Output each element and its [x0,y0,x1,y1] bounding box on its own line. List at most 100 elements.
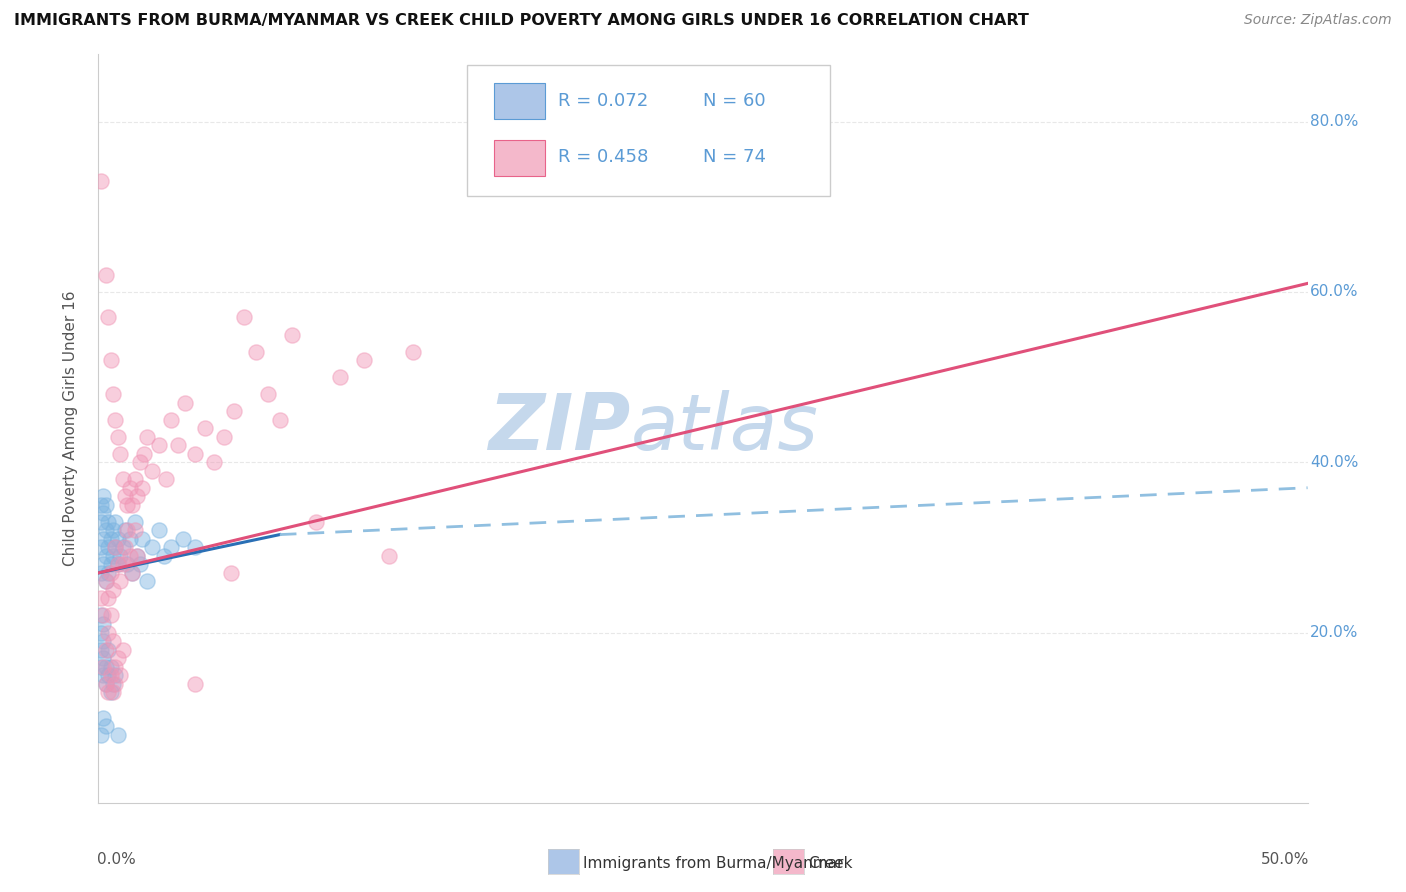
Point [104,541,127,555]
Point [94,549,117,563]
Point [111,558,134,572]
Point [128,455,150,469]
Point [114,524,136,538]
Text: 40.0%: 40.0% [1310,455,1358,470]
Point [104,515,127,529]
Text: 80.0%: 80.0% [1310,114,1358,129]
Point [101,549,124,563]
Point [222,404,245,418]
Point [104,541,127,555]
Text: ZIP: ZIP [488,390,630,467]
Point [104,676,127,690]
Point [167,438,190,452]
Point [111,642,134,657]
Point [94,268,117,282]
Point [121,566,143,580]
Point [134,447,156,461]
FancyBboxPatch shape [494,84,544,120]
Point [101,685,124,699]
Point [97,310,120,325]
Point [91,608,114,623]
Point [107,430,129,444]
Point [97,642,120,657]
Point [232,310,254,325]
Text: Creek: Creek [808,856,853,871]
Point [94,642,117,657]
Point [172,532,194,546]
Point [100,659,122,673]
Point [100,558,122,572]
Point [155,472,177,486]
Point [104,412,127,426]
Point [91,659,114,673]
Point [117,558,139,572]
Point [107,558,129,572]
Point [90,728,112,742]
Point [97,625,120,640]
Point [269,412,291,426]
Point [135,574,157,589]
Point [94,498,117,512]
Point [100,353,122,368]
Point [100,532,122,546]
Point [127,549,149,563]
Point [101,582,124,597]
Point [90,591,112,606]
Point [212,430,235,444]
Point [194,421,217,435]
Point [101,634,124,648]
Text: 50.0%: 50.0% [1260,852,1309,866]
Point [107,651,129,665]
Point [127,489,149,503]
Point [114,541,136,555]
Point [148,524,170,538]
Point [131,481,153,495]
Point [91,489,114,503]
Point [141,464,163,478]
Point [117,498,139,512]
Point [135,430,157,444]
Point [90,625,112,640]
Point [90,498,112,512]
Text: Source: ZipAtlas.com: Source: ZipAtlas.com [1244,13,1392,28]
Point [100,608,122,623]
Point [124,515,146,529]
Point [184,541,207,555]
Text: N = 74: N = 74 [703,148,766,166]
Point [91,711,114,725]
FancyBboxPatch shape [494,140,544,176]
Point [184,676,207,690]
Point [90,659,112,673]
Point [100,685,122,699]
Text: 20.0%: 20.0% [1310,625,1358,640]
Point [101,524,124,538]
Point [94,574,117,589]
Point [107,532,129,546]
FancyBboxPatch shape [467,65,830,196]
Point [114,489,136,503]
Point [281,327,304,342]
Point [127,549,149,563]
Point [90,608,112,623]
Text: N = 60: N = 60 [703,92,766,110]
Point [97,566,120,580]
Point [90,541,112,555]
Point [90,174,112,188]
Point [131,532,153,546]
Point [256,387,278,401]
Point [94,524,117,538]
Point [94,676,117,690]
Point [124,524,146,538]
Point [97,515,120,529]
Point [305,515,328,529]
Point [108,574,131,589]
Point [90,566,112,580]
Point [148,438,170,452]
Point [97,591,120,606]
Text: R = 0.458: R = 0.458 [558,148,648,166]
Point [108,447,131,461]
Text: 60.0%: 60.0% [1310,285,1358,300]
Point [118,549,141,563]
Point [221,566,243,580]
Point [94,574,117,589]
